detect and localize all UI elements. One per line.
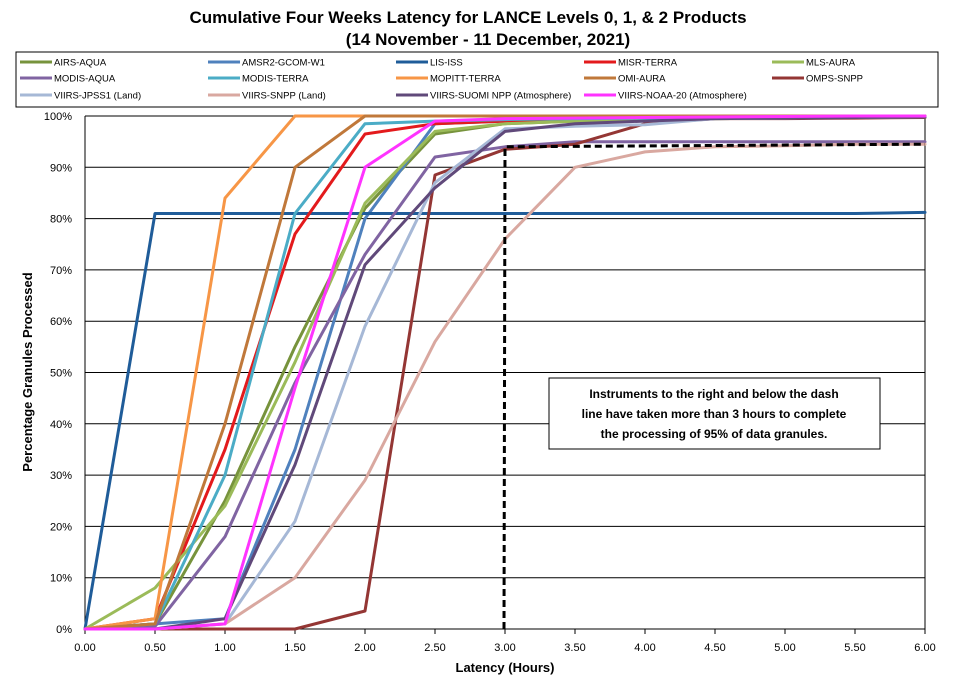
- chart-title: Cumulative Four Weeks Latency for LANCE …: [189, 8, 746, 27]
- legend-label: LIS-ISS: [430, 58, 463, 69]
- annotation-box: [548, 377, 881, 450]
- y-tick-label: 80%: [50, 214, 72, 226]
- y-tick-label: 30%: [50, 470, 72, 482]
- x-tick-label: 0.50: [144, 642, 165, 654]
- y-tick-label: 10%: [50, 573, 72, 585]
- x-tick-label: 2.00: [354, 642, 375, 654]
- x-tick-label: 6.00: [914, 642, 935, 654]
- x-tick-label: 1.50: [284, 642, 305, 654]
- legend-label: MLS-AURA: [806, 58, 856, 69]
- legend-label: OMPS-SNPP: [806, 74, 863, 85]
- series-line-5: [83, 140, 927, 631]
- legend-label: VIIRS-NOAA-20 (Atmosphere): [618, 91, 747, 102]
- legend-label: AIRS-AQUA: [54, 58, 107, 69]
- legend-label: MODIS-TERRA: [242, 74, 309, 85]
- legend-label: MISR-TERRA: [618, 58, 678, 69]
- legend: AIRS-AQUA AMSR2-GCOM-W1 LIS-ISS MISR-TERRA M…: [20, 58, 863, 102]
- y-tick-label: 40%: [50, 419, 72, 431]
- x-tick-label: 4.50: [704, 642, 725, 654]
- x-tick-label: 1.00: [214, 642, 235, 654]
- x-axis-title: Latency (Hours): [456, 660, 555, 675]
- annotation-line-1: Instruments to the right and below the d…: [589, 387, 838, 401]
- y-tick-label: 70%: [50, 265, 72, 277]
- y-axis-title: Percentage Granules Processed: [20, 272, 35, 471]
- legend-label: VIIRS-SUOMI NPP (Atmosphere): [430, 91, 571, 102]
- legend-label: MODIS-AQUA: [54, 74, 116, 85]
- axes: 0% 10% 20% 30% 40% 50% 60% 70% 80% 90% 100% 0.00 0.5…: [44, 111, 936, 654]
- y-tick-label: 100%: [44, 111, 72, 123]
- x-tick-label: 5.00: [774, 642, 795, 654]
- series-line-13: [83, 114, 927, 631]
- legend-label: MOPITT-TERRA: [430, 74, 501, 85]
- x-tick-label: 3.50: [564, 642, 585, 654]
- series-line-2: [83, 210, 927, 631]
- y-tick-label: 50%: [50, 368, 72, 380]
- x-tick-label: 2.50: [424, 642, 445, 654]
- y-tick-label: 60%: [50, 316, 72, 328]
- x-tick-label: 0.00: [74, 642, 95, 654]
- y-tick-label: 0%: [56, 624, 72, 636]
- y-tick-label: 20%: [50, 521, 72, 533]
- legend-label: VIIRS-JPSS1 (Land): [54, 91, 141, 102]
- legend-label: AMSR2-GCOM-W1: [242, 58, 325, 69]
- x-tick-label: 4.00: [634, 642, 655, 654]
- y-tick-label: 90%: [50, 162, 72, 174]
- x-tick-label: 5.50: [844, 642, 865, 654]
- x-tick-label: 3.00: [494, 642, 515, 654]
- legend-label: OMI-AURA: [618, 74, 666, 85]
- annotation-line-2: line have taken more than 3 hours to com…: [582, 407, 847, 421]
- annotation-line-3: the processing of 95% of data granules.: [601, 427, 828, 441]
- chart-subtitle: (14 November - 11 December, 2021): [346, 30, 630, 49]
- threshold-line: [502, 142, 926, 630]
- legend-label: VIIRS-SNPP (Land): [242, 91, 326, 102]
- threshold-dashed-line: [502, 142, 926, 630]
